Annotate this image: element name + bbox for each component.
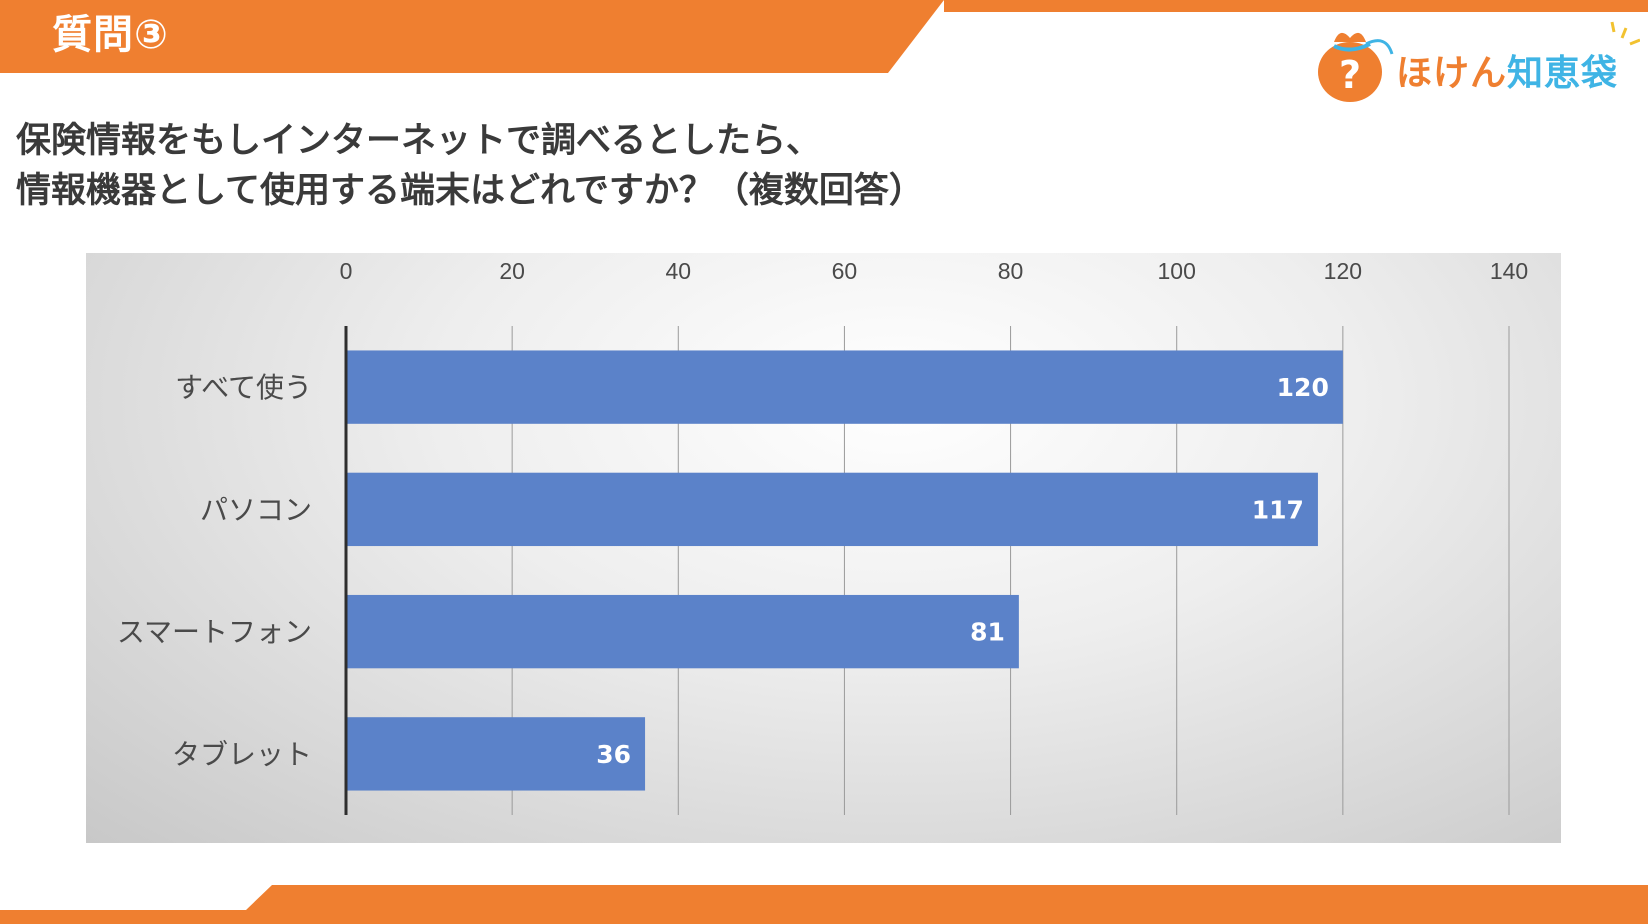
header-label: 質問③ bbox=[52, 12, 169, 58]
x-tick-label: 100 bbox=[1158, 258, 1196, 284]
logo-text-main: ほけん bbox=[1396, 53, 1508, 94]
bar-1 bbox=[346, 350, 1343, 424]
x-tick-label: 140 bbox=[1490, 258, 1528, 284]
data-label-3: 81 bbox=[970, 618, 1005, 647]
question-line-2: 情報機器として使用する端末はどれですか？（複数回答） bbox=[16, 171, 924, 211]
logo-text: ほけん知恵袋 bbox=[1396, 44, 1618, 96]
logo-text-accent: 知恵袋 bbox=[1507, 53, 1619, 94]
logo-mark: ? bbox=[1339, 53, 1361, 97]
chart-area: 0 20 40 60 80 100 120 140 120 すべて使う 117 パソコン 81 スマートフ… bbox=[86, 253, 1561, 843]
data-label-4: 36 bbox=[596, 740, 631, 769]
bar-4 bbox=[346, 717, 646, 791]
x-tick-label: 80 bbox=[998, 258, 1024, 284]
money-bag-icon: ? bbox=[1318, 21, 1640, 102]
brand-logo: ? ほけん知恵袋 bbox=[1310, 20, 1640, 106]
bar-chart: 0 20 40 60 80 100 120 140 120 すべて使う 117 パソコン 81 スマートフ… bbox=[117, 258, 1528, 815]
question-title: 保険情報をもしインターネットで調べるとしたら、 情報機器として使用する端末はどれ… bbox=[16, 116, 1116, 216]
x-tick-label: 20 bbox=[499, 258, 525, 284]
x-tick-label: 0 bbox=[340, 258, 353, 284]
category-label-3: スマートフォン bbox=[117, 616, 312, 649]
footer-band bbox=[0, 885, 1648, 924]
header-band bbox=[0, 0, 1648, 73]
x-tick-label: 120 bbox=[1324, 258, 1362, 284]
category-label-2: パソコン bbox=[200, 493, 312, 526]
x-tick-label: 40 bbox=[665, 258, 691, 284]
category-label-1: すべて使う bbox=[175, 371, 312, 404]
question-line-1: 保険情報をもしインターネットで調べるとしたら、 bbox=[16, 121, 822, 161]
bar-3 bbox=[346, 594, 1019, 669]
data-label-1: 120 bbox=[1277, 373, 1329, 402]
category-label-4: タブレット bbox=[172, 738, 312, 771]
data-label-2: 117 bbox=[1252, 495, 1304, 524]
bar-2 bbox=[346, 472, 1318, 547]
x-tick-label: 60 bbox=[832, 258, 858, 284]
